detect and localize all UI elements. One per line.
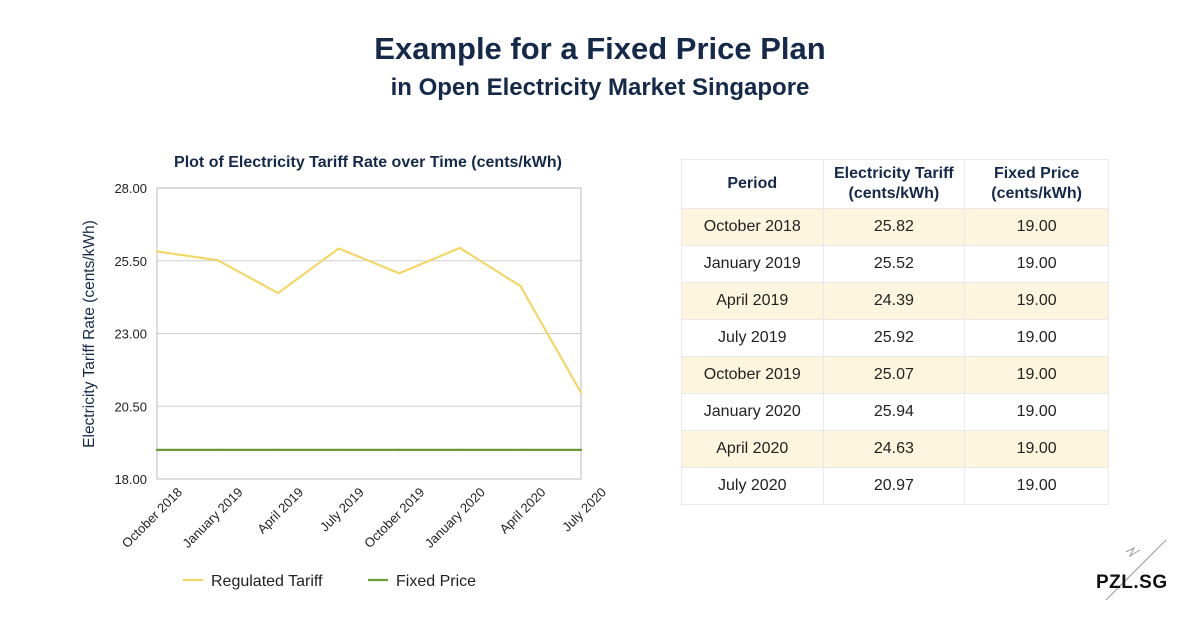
data-point <box>458 448 462 452</box>
table-header-row: Period Electricity Tariff (cents/kWh) Fix… <box>681 159 1109 209</box>
x-tick-label: October 2019 <box>361 485 427 551</box>
data-point <box>458 246 462 250</box>
cell-fixed: 19.00 <box>964 356 1109 394</box>
y-tick-label: 18.00 <box>114 472 147 487</box>
cell-fixed: 19.00 <box>964 245 1109 283</box>
col-header-tariff: Electricity Tariff (cents/kWh) <box>822 159 966 209</box>
cell-period: October 2018 <box>681 208 824 246</box>
x-tick-label: October 2018 <box>119 485 185 551</box>
cell-fixed: 19.00 <box>964 467 1109 505</box>
tariff-line-chart: Plot of Electricity Tariff Rate over Tim… <box>81 154 609 590</box>
table-row: October 2018 25.82 19.00 <box>681 208 1109 246</box>
data-point <box>155 250 159 253</box>
y-tick-label: 23.00 <box>114 327 147 342</box>
tariff-table: Period Electricity Tariff (cents/kWh) Fix… <box>681 159 1109 505</box>
data-point <box>216 448 219 452</box>
cell-tariff: 24.39 <box>822 282 966 320</box>
y-tick-label: 28.00 <box>114 181 147 196</box>
cell-tariff: 25.94 <box>822 393 966 431</box>
cell-fixed: 19.00 <box>964 208 1109 246</box>
cell-period: April 2020 <box>681 430 824 468</box>
data-point <box>337 247 340 250</box>
page-subtitle: in Open Electricity Market Singapore <box>390 74 810 101</box>
data-point <box>155 448 159 452</box>
cell-tariff: 25.82 <box>822 208 966 246</box>
y-tick-label: 20.50 <box>114 399 147 414</box>
cell-fixed: 19.00 <box>964 319 1109 357</box>
x-tick-label: July 2019 <box>317 485 367 535</box>
header: Example for a Fixed Price Plan in Open E… <box>0 30 1200 105</box>
data-point <box>579 448 583 452</box>
legend: Regulated Tariff Fixed Price <box>183 573 476 590</box>
x-tick-label: April 2020 <box>497 485 549 537</box>
y-axis-label: Electricity Tariff Rate (cents/kWh) <box>81 220 98 448</box>
col-header-period: Period <box>681 159 824 209</box>
cell-period: January 2019 <box>681 245 824 283</box>
cell-period: July 2020 <box>681 467 824 505</box>
col-header-fixed: Fixed Price (cents/kWh) <box>964 159 1109 209</box>
table-row: January 2020 25.94 19.00 <box>681 393 1109 431</box>
page-title: Example for a Fixed Price Plan <box>374 31 826 66</box>
data-point <box>519 448 522 452</box>
cell-fixed: 19.00 <box>964 393 1109 431</box>
cell-period: July 2019 <box>681 319 824 357</box>
y-tick-label: 25.50 <box>114 254 147 269</box>
cell-tariff: 20.97 <box>822 467 966 505</box>
table-row: July 2019 25.92 19.00 <box>681 319 1109 357</box>
cell-tariff: 25.52 <box>822 245 966 283</box>
table-row: October 2019 25.07 19.00 <box>681 356 1109 394</box>
data-point <box>216 258 219 262</box>
cell-tariff: 24.63 <box>822 430 966 468</box>
series-line-0 <box>156 246 582 394</box>
data-point <box>519 284 522 288</box>
cell-period: April 2019 <box>681 282 824 320</box>
table-row: January 2019 25.52 19.00 <box>681 245 1109 283</box>
data-point <box>337 448 340 452</box>
logo-pen-icon <box>1105 539 1167 601</box>
chart-title: Plot of Electricity Tariff Rate over Tim… <box>174 154 562 171</box>
x-tick-label: April 2019 <box>254 485 306 537</box>
data-point <box>579 391 583 394</box>
x-tick-label: January 2020 <box>422 485 488 551</box>
data-point <box>398 448 401 452</box>
data-point <box>398 272 401 275</box>
logo-text: PZL.SG <box>1096 572 1168 593</box>
legend-label: Fixed Price <box>396 573 476 590</box>
table-row: July 2020 20.97 19.00 <box>681 467 1109 505</box>
table-row: April 2020 24.63 19.00 <box>681 430 1109 468</box>
cell-tariff: 25.92 <box>822 319 966 357</box>
table-row: April 2019 24.39 19.00 <box>681 282 1109 320</box>
cell-fixed: 19.00 <box>964 282 1109 320</box>
plot-border <box>156 187 582 480</box>
cell-tariff: 25.07 <box>822 356 966 394</box>
cell-period: October 2019 <box>681 356 824 394</box>
legend-label: Regulated Tariff <box>211 573 323 590</box>
data-point <box>276 291 280 295</box>
x-tick-label: January 2019 <box>179 485 245 551</box>
data-point <box>276 448 280 452</box>
cell-fixed: 19.00 <box>964 430 1109 468</box>
cell-period: January 2020 <box>681 393 824 431</box>
x-tick-label: July 2020 <box>559 485 609 535</box>
